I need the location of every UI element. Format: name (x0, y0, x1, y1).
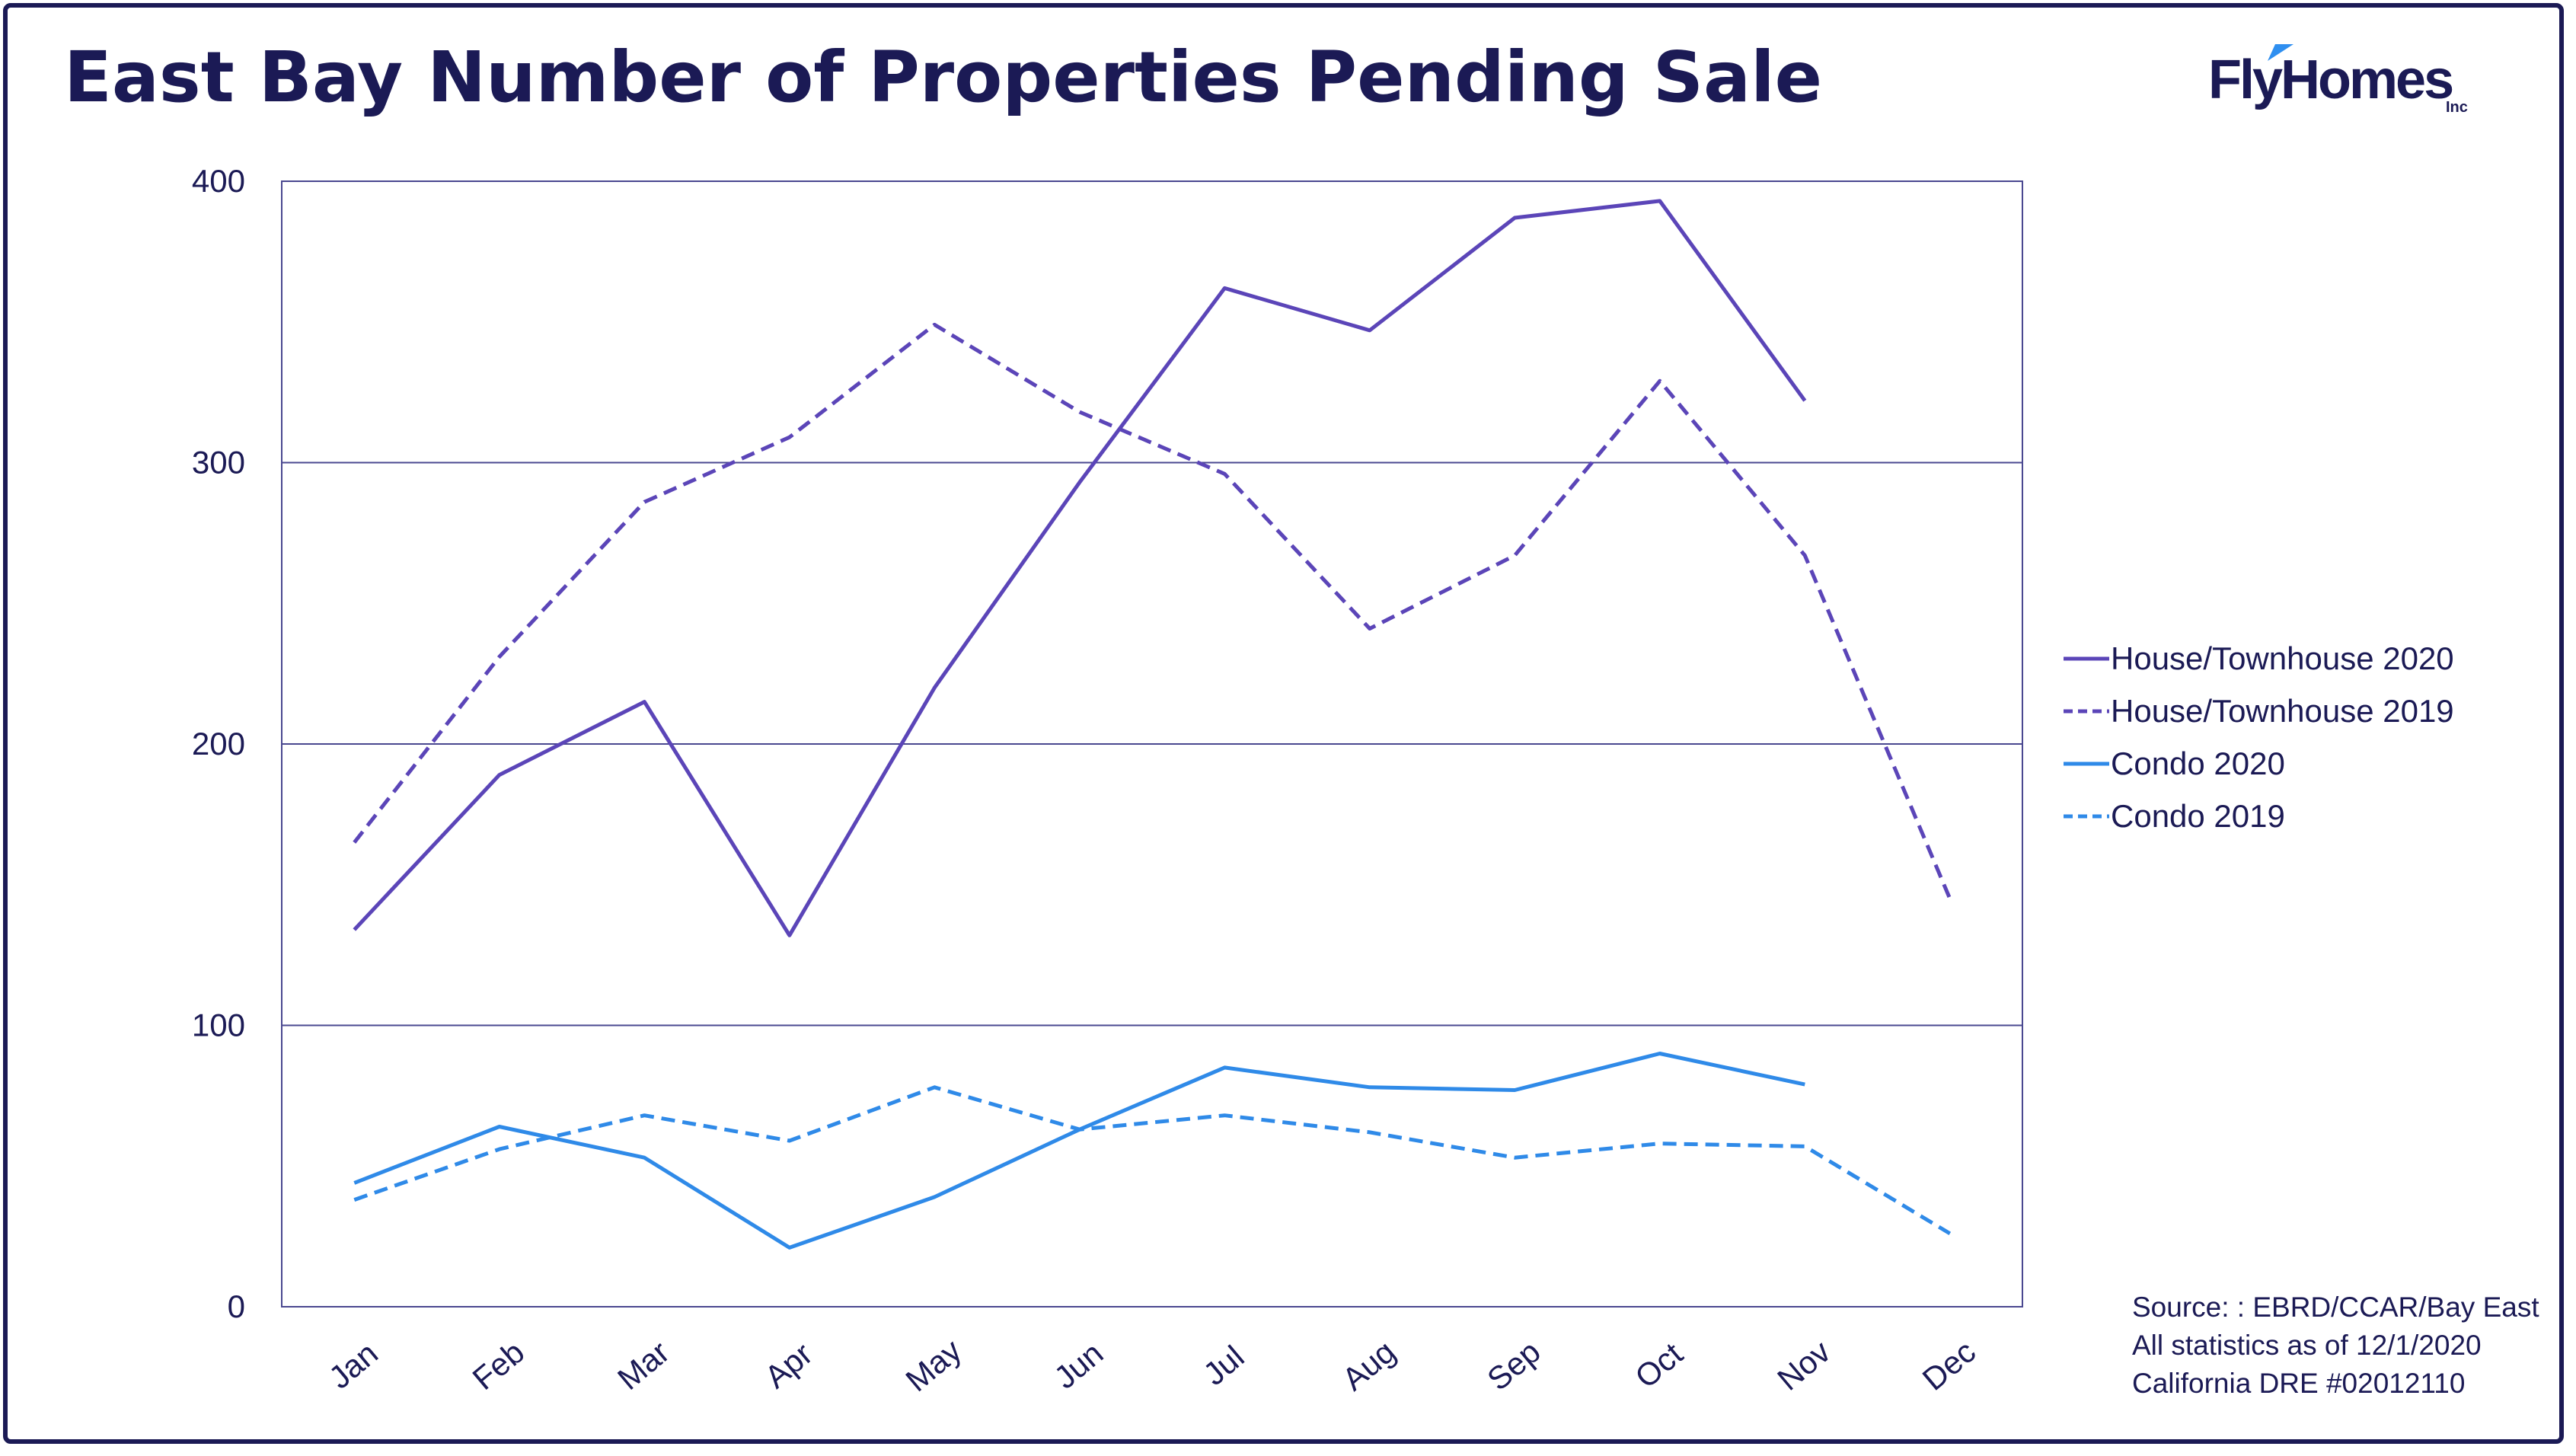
source-note: Source: : EBRD/CCAR/Bay East All statist… (2132, 1288, 2539, 1403)
x-tick-label: Jul (1196, 1339, 1250, 1393)
x-tick-label: Nov (1770, 1333, 1837, 1397)
series-line (353, 1085, 1952, 1236)
series-lines (353, 199, 1952, 1250)
logo-suffix: Inc (2446, 99, 2468, 116)
series-line (353, 322, 1952, 900)
source-line: Source: : EBRD/CCAR/Bay East (2132, 1292, 2539, 1323)
chart-title: East Bay Number of Properties Pending Sa… (64, 37, 1823, 118)
x-tick-label: Oct (1628, 1336, 1690, 1395)
legend-label: Condo 2020 (2111, 745, 2285, 781)
legend-item: House/Townhouse 2019 (2064, 685, 2454, 737)
logo-text: FlyHomes (2208, 49, 2454, 110)
legend-swatch (2064, 709, 2109, 713)
x-tick-label: Apr (758, 1336, 819, 1395)
legend-label: House/Townhouse 2019 (2111, 692, 2454, 729)
x-tick-label: Jan (322, 1335, 385, 1396)
legend-swatch (2064, 814, 2109, 818)
chart-frame (3, 3, 2564, 1444)
legend-item: Condo 2020 (2064, 737, 2454, 790)
grid-lines (282, 461, 2022, 1027)
x-tick-label: Dec (1916, 1333, 1982, 1397)
y-tick-label: 100 (192, 1007, 245, 1043)
x-tick-label: Feb (466, 1334, 531, 1397)
legend: House/Townhouse 2020 House/Townhouse 2019… (2064, 632, 2454, 842)
legend-swatch (2064, 656, 2109, 660)
legend-swatch (2064, 762, 2109, 765)
x-tick-label: Jun (1047, 1335, 1109, 1396)
x-tick-label: May (899, 1332, 968, 1398)
x-axis-ticks: Jan Feb Mar Apr May Jun Jul Aug Sep Oct Nov Dec (322, 1332, 1982, 1398)
y-tick-label: 400 (192, 163, 245, 199)
stats-date-line: All statistics as of 12/1/2020 (2132, 1330, 2482, 1361)
x-tick-label: Aug (1336, 1333, 1402, 1397)
y-axis-ticks: 0 100 200 300 400 (192, 163, 245, 1324)
flyhomes-logo: FlyHomes Inc (2208, 44, 2468, 120)
legend-item: Condo 2019 (2064, 790, 2454, 842)
legend-label: House/Townhouse 2020 (2111, 640, 2454, 676)
plot-border (281, 180, 2023, 1308)
y-tick-label: 300 (192, 445, 245, 481)
legend-label: Condo 2019 (2111, 797, 2285, 834)
dre-line: California DRE #02012110 (2132, 1368, 2466, 1399)
y-tick-label: 0 (228, 1288, 245, 1324)
x-tick-label: Mar (611, 1334, 676, 1397)
x-tick-label: Sep (1480, 1333, 1547, 1397)
series-line (353, 199, 1807, 937)
logo-flag-icon (2268, 44, 2294, 61)
plot-area (281, 180, 2023, 1308)
legend-item: House/Townhouse 2020 (2064, 632, 2454, 685)
y-tick-label: 200 (192, 726, 245, 762)
